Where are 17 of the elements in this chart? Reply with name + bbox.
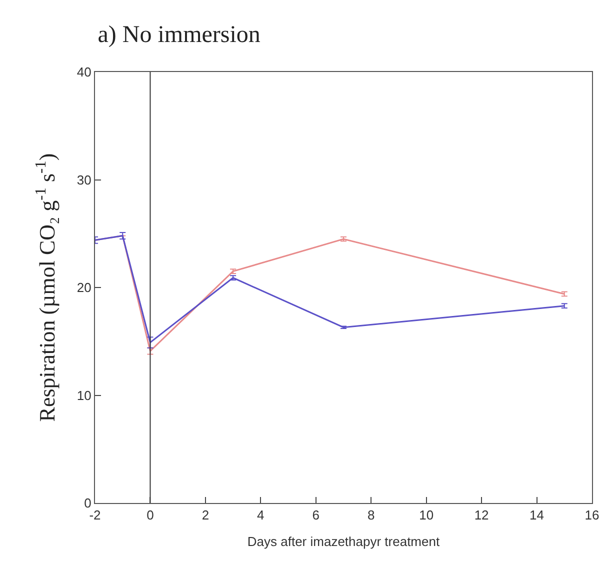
x-tick-label: 0 <box>146 508 154 523</box>
chart-title: a) No immersion <box>98 22 260 48</box>
y-tick-label: 20 <box>76 280 92 296</box>
x-tick-label: -2 <box>89 508 101 523</box>
x-tick-label: 4 <box>257 508 264 523</box>
x-tick-label: 14 <box>530 508 544 523</box>
y-tick-label: 10 <box>76 388 92 403</box>
x-tick-label: 16 <box>584 508 600 523</box>
x-tick-label: 2 <box>202 508 210 523</box>
x-tick-label: 10 <box>419 508 434 523</box>
x-axis-title: Days after imazethapyr treatment <box>247 534 440 550</box>
y-tick-label: 0 <box>84 496 92 511</box>
x-tick-label: 8 <box>367 508 375 523</box>
y-tick-label: 30 <box>76 172 92 188</box>
x-tick-label: 12 <box>474 508 489 523</box>
y-tick-label: 40 <box>76 64 92 80</box>
x-tick-label: 6 <box>312 508 320 523</box>
